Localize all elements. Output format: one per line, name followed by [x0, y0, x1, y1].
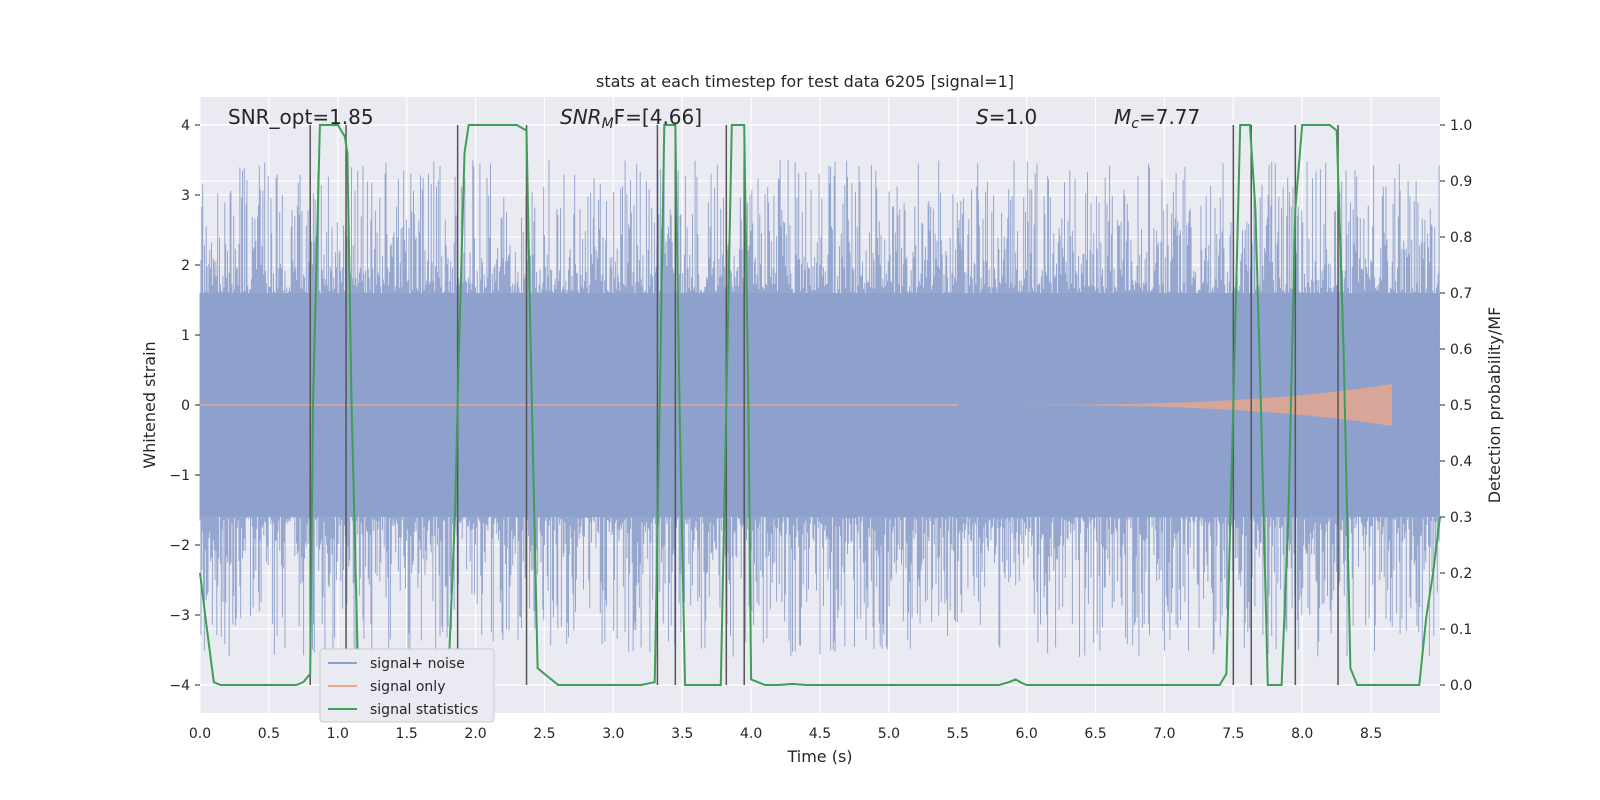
y-axis-right-label: Detection probability/MF: [1485, 307, 1504, 504]
legend-label-signal-noise: signal+ noise: [370, 656, 465, 672]
y-axis-left-ticks: −4 −3 −2 −1 0 1 2 3 4: [169, 118, 200, 694]
y-tick-label-left: −4: [169, 678, 190, 694]
vertical-markers: [309, 125, 1339, 685]
y-tick-label-left: 1: [181, 328, 190, 344]
y-tick-label-right: 0.7: [1450, 286, 1472, 302]
y-tick-label-left: −1: [169, 468, 190, 484]
annotations: SNR_opt=1.85 SNRMF=[4.66] S=1.0 Mc=7.77: [228, 105, 1200, 132]
series-signal-only: [200, 384, 1392, 426]
x-tick-label: 3.5: [671, 726, 693, 742]
y-tick-label-right: 1.0: [1450, 118, 1472, 134]
x-tick-label: 6.0: [1016, 726, 1038, 742]
annotation-snr-opt: SNR_opt=1.85: [228, 105, 374, 129]
x-tick-label: 1.0: [327, 726, 349, 742]
chart-title: stats at each timestep for test data 620…: [596, 72, 1014, 91]
mc-sub: c: [1131, 116, 1139, 132]
mc-main: M: [1114, 105, 1131, 129]
x-tick-label: 8.5: [1360, 726, 1382, 742]
y-tick-label-left: 4: [181, 118, 190, 134]
legend-label-signal-statistics: signal statistics: [370, 702, 478, 718]
legend-box: [319, 648, 495, 723]
annotation-snr-mf: SNRMF=[4.66]: [560, 105, 702, 132]
snr-mf-rest: F=[4.66]: [614, 105, 702, 129]
y-tick-label-right: 0.8: [1450, 230, 1472, 246]
x-tick-label: 0.0: [189, 726, 211, 742]
x-tick-label: 7.0: [1153, 726, 1175, 742]
x-tick-label: 5.5: [947, 726, 969, 742]
legend: signal+ noise signal only signal statist…: [319, 648, 495, 723]
plot-area: [199, 97, 1441, 713]
y-tick-label-left: 0: [181, 398, 190, 414]
signal-only-chirp: [957, 384, 1392, 426]
y-tick-label-right: 0.9: [1450, 174, 1472, 190]
y-axis-right-ticks: 0.0 0.1 0.2 0.3 0.4 0.5 0.6 0.7 0.8 0.9 1.0: [1440, 118, 1472, 694]
x-tick-label: 0.5: [258, 726, 280, 742]
y-axis-left-label: Whitened strain: [140, 341, 159, 468]
y-tick-label-left: −2: [169, 538, 190, 554]
y-tick-label-right: 0.0: [1450, 678, 1472, 694]
y-tick-label-right: 0.4: [1450, 454, 1472, 470]
legend-label-signal-only: signal only: [370, 679, 445, 695]
y-tick-label-left: 3: [181, 188, 190, 204]
x-tick-label: 2.0: [464, 726, 486, 742]
x-axis-ticks: 0.0 0.5 1.0 1.5 2.0 2.5 3.0 3.5 4.0 4.5 5.0 5.5 6.0 6…: [189, 726, 1382, 742]
s-rest: =1.0: [989, 105, 1038, 129]
x-tick-label: 4.0: [740, 726, 762, 742]
x-tick-label: 6.5: [1084, 726, 1106, 742]
annotation-mc: Mc=7.77: [1114, 105, 1200, 132]
snr-mf-sub: M: [602, 116, 614, 132]
y-tick-label-left: 2: [181, 258, 190, 274]
x-tick-label: 5.0: [878, 726, 900, 742]
x-tick-label: 4.5: [809, 726, 831, 742]
annotation-s: S=1.0: [976, 105, 1037, 129]
y-tick-label-right: 0.3: [1450, 510, 1472, 526]
mc-rest: =7.77: [1139, 105, 1200, 129]
s-main: S: [976, 105, 989, 129]
y-tick-label-left: −3: [169, 608, 190, 624]
x-tick-label: 1.5: [396, 726, 418, 742]
x-axis-label: Time (s): [786, 747, 852, 766]
y-tick-label-right: 0.5: [1450, 398, 1472, 414]
y-tick-label-right: 0.6: [1450, 342, 1472, 358]
x-tick-label: 2.5: [533, 726, 555, 742]
y-tick-label-right: 0.2: [1450, 566, 1472, 582]
x-tick-label: 8.0: [1291, 726, 1313, 742]
x-tick-label: 3.0: [602, 726, 624, 742]
y-tick-label-right: 0.1: [1450, 622, 1472, 638]
snr-mf-main: SNR: [560, 105, 602, 129]
x-tick-label: 7.5: [1222, 726, 1244, 742]
